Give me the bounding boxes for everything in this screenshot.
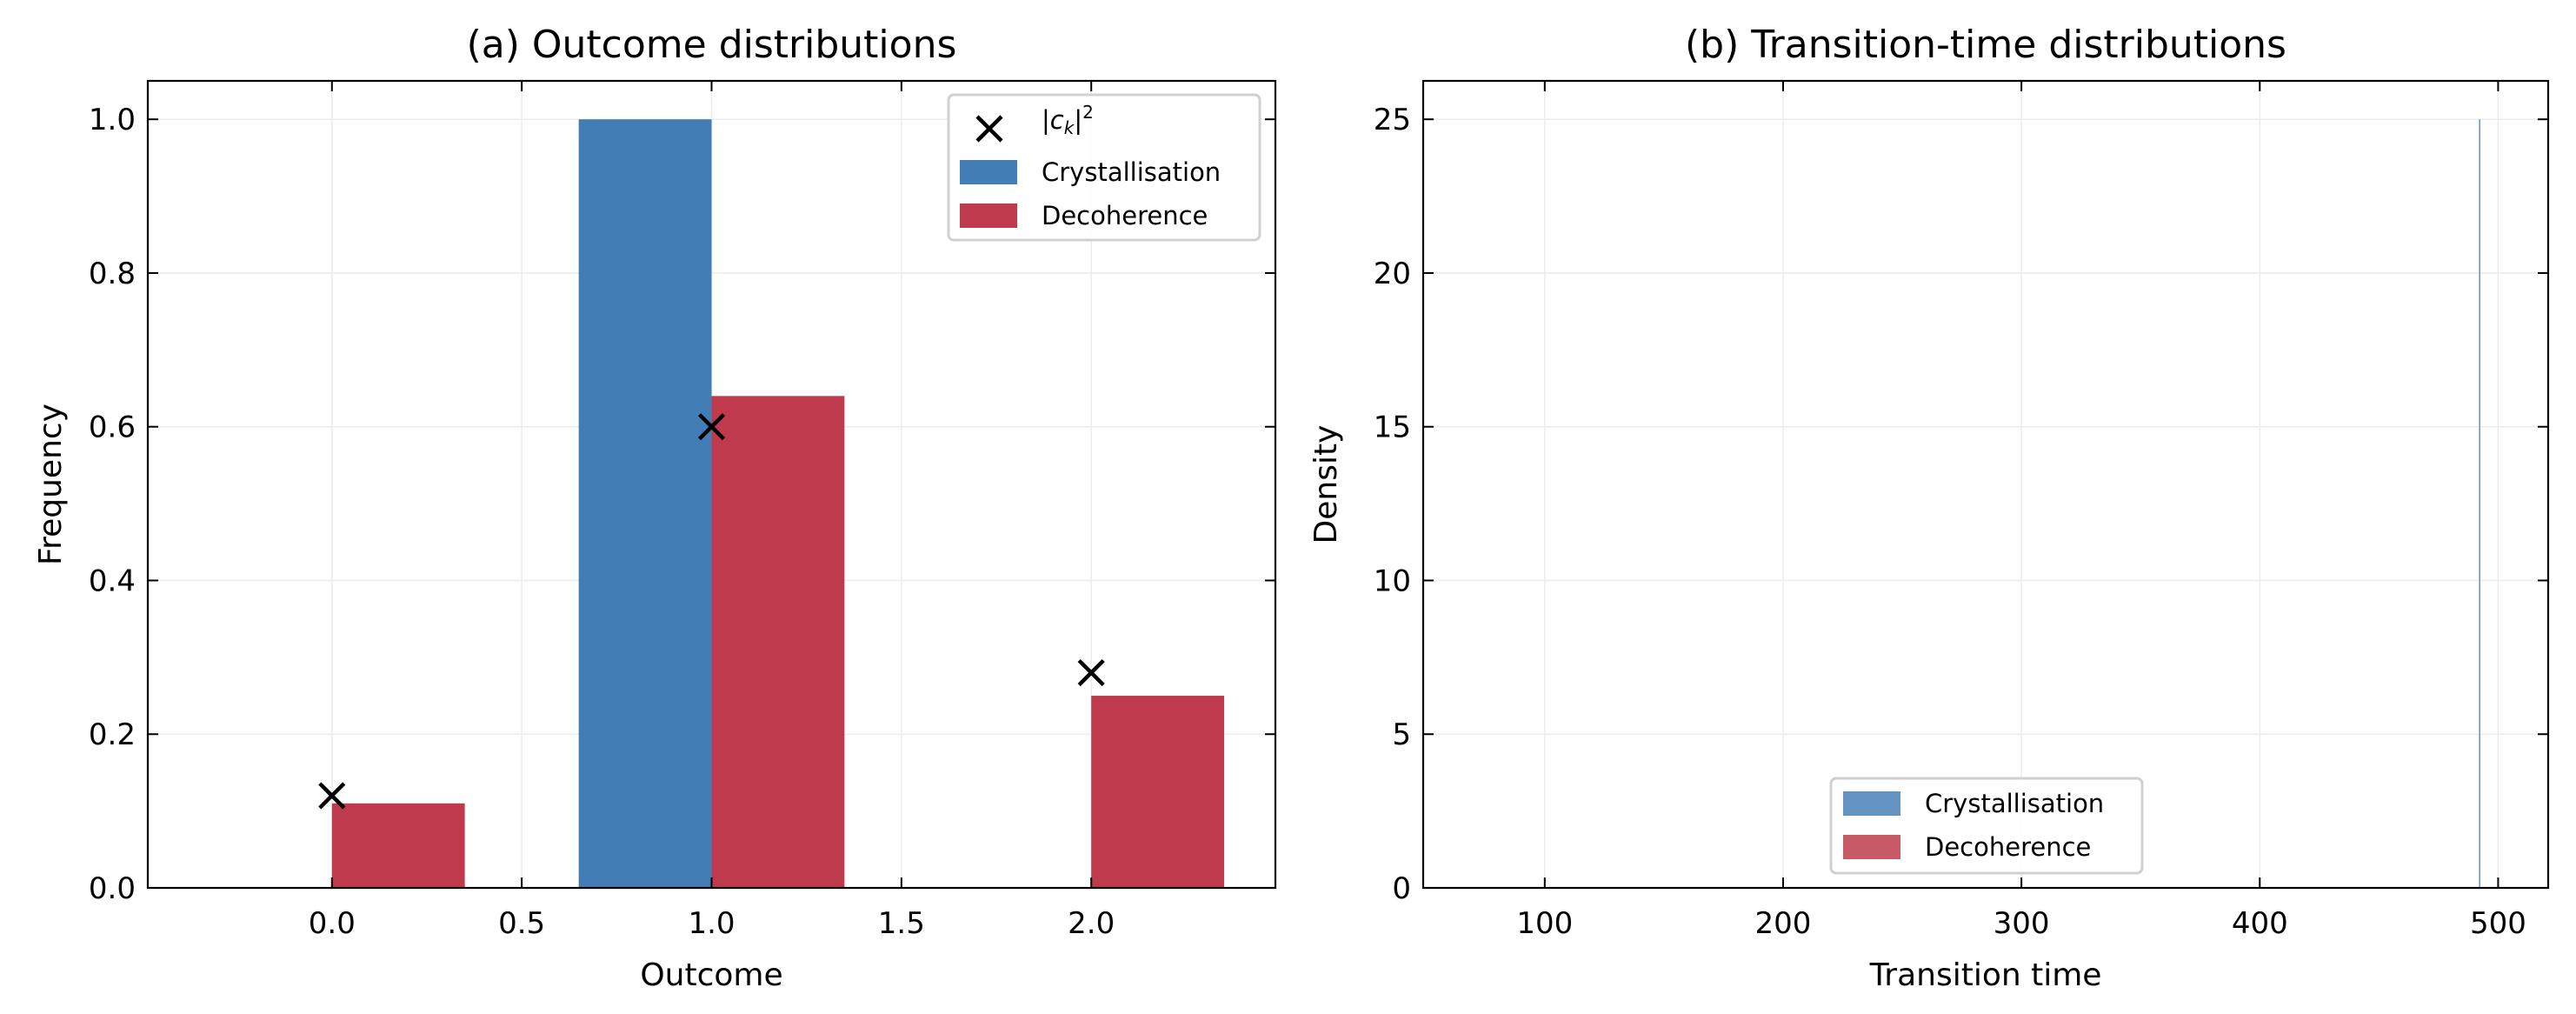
marker-ck-squared xyxy=(1077,658,1105,687)
panel-a-outcome-distributions: 0.0 0.5 1.0 1.5 2.0 0.0 0.2 0.4 0.6 0.8 1.0 (a) Out… xyxy=(33,23,1277,993)
hist-bar-crystallisation xyxy=(2479,119,2480,888)
panel-b-transition-time-distributions: 100 200 300 400 500 0 5 10 15 20 25 (b) Transition-… xyxy=(1308,23,2550,993)
x-tick-label: 0.0 xyxy=(309,906,356,941)
chart-title: (b) Transition-time distributions xyxy=(1685,23,2286,67)
y-tick-label: 0.2 xyxy=(89,717,136,752)
legend-box xyxy=(1829,777,2144,875)
y-axis-label: Frequency xyxy=(33,404,69,565)
y-tick-label: 25 xyxy=(1374,103,1411,137)
legend-marker-x-icon xyxy=(975,115,1003,143)
y-tick-label: 0.6 xyxy=(89,410,136,445)
x-tick-label: 400 xyxy=(2232,906,2288,941)
x-axis-label: Outcome xyxy=(640,957,782,993)
legend-label-crystallisation: Crystallisation xyxy=(1925,789,2104,818)
x-tick-label: 100 xyxy=(1516,906,1573,941)
bar-crystallisation xyxy=(578,119,712,888)
x-tick-label: 0.5 xyxy=(498,906,545,941)
marker-ck-squared xyxy=(318,782,346,810)
y-tick-label: 10 xyxy=(1374,564,1411,598)
legend: Crystallisation Decoherence xyxy=(1829,777,2144,875)
chart-title: (a) Outcome distributions xyxy=(467,23,957,67)
x-tick-label: 300 xyxy=(1994,906,2050,941)
y-axis-label: Density xyxy=(1308,425,1344,544)
legend-label-ck-squared: |ck|2 xyxy=(1042,102,1094,138)
y-tick-label: 20 xyxy=(1374,257,1411,291)
legend-swatch-crystallisation xyxy=(1843,791,1900,816)
y-tick-label: 1.0 xyxy=(89,103,136,137)
x-tick-label: 1.5 xyxy=(878,906,925,941)
legend: |ck|2 Crystallisation Decoherence xyxy=(947,93,1261,242)
legend-swatch-crystallisation xyxy=(960,160,1017,184)
x-tick-label: 200 xyxy=(1755,906,1812,941)
marker-ck-squared xyxy=(697,413,726,441)
y-tick-label: 0 xyxy=(1392,871,1411,906)
y-tick-label: 0.4 xyxy=(89,564,136,598)
legend-swatch-decoherence xyxy=(1843,835,1900,859)
legend-label-crystallisation: Crystallisation xyxy=(1042,157,1221,187)
legend-label-decoherence: Decoherence xyxy=(1925,832,2091,862)
y-tick-label: 15 xyxy=(1374,410,1411,445)
x-tick-label: 500 xyxy=(2470,906,2526,941)
bar-decoherence xyxy=(331,803,465,888)
y-tick-label: 0.0 xyxy=(89,871,136,906)
bar-decoherence xyxy=(1091,696,1225,888)
legend-label-decoherence: Decoherence xyxy=(1042,201,1208,230)
legend-swatch-decoherence xyxy=(960,203,1017,228)
bar-decoherence xyxy=(711,396,845,888)
x-tick-label: 1.0 xyxy=(688,906,735,941)
x-tick-label: 2.0 xyxy=(1068,906,1115,941)
y-tick-label: 0.8 xyxy=(89,257,136,291)
axes-frame xyxy=(1421,79,2550,890)
y-tick-label: 5 xyxy=(1392,717,1411,752)
legend-box xyxy=(947,93,1261,242)
x-axis-label: Transition time xyxy=(1869,957,2102,993)
